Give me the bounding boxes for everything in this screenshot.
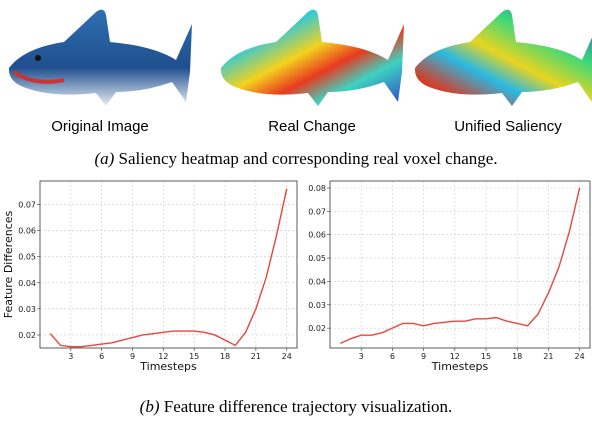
x-tick-label: 18 [512, 352, 522, 361]
x-tick-label: 15 [481, 352, 491, 361]
x-tick-label: 12 [158, 352, 168, 361]
plot-frame [39, 180, 298, 349]
image-label: Real Change [268, 118, 356, 135]
caption-text: Saliency heatmap and corresponding real … [119, 149, 498, 168]
y-tick-label: 0.07 [18, 200, 36, 209]
y-tick-label: 0.06 [18, 227, 36, 236]
image-label: Unified Saliency [454, 118, 562, 135]
x-axis-label: Timesteps [431, 360, 489, 373]
y-tick-label: 0.02 [308, 324, 326, 333]
y-tick-label: 0.07 [308, 207, 326, 216]
y-tick-label: 0.04 [18, 279, 36, 288]
x-tick-label: 18 [220, 352, 230, 361]
y-tick-label: 0.04 [308, 277, 326, 286]
x-tick-label: 15 [189, 352, 199, 361]
x-tick-label: 24 [282, 352, 292, 361]
y-tick-label: 0.08 [308, 184, 326, 193]
image-label: Original Image [51, 118, 149, 135]
x-tick-label: 21 [251, 352, 261, 361]
y-tick-label: 0.05 [308, 254, 326, 263]
plot-frame [329, 180, 591, 349]
x-tick-label: 3 [359, 352, 364, 361]
x-tick-label: 3 [68, 352, 73, 361]
data-line [340, 187, 581, 344]
caption-label: (b) [140, 397, 160, 416]
x-tick-label: 6 [390, 352, 395, 361]
caption: (b) Feature difference trajectory visual… [140, 397, 453, 416]
x-tick-label: 6 [99, 352, 104, 361]
real-change-heatmap [220, 9, 404, 107]
x-tick-label: 21 [543, 352, 553, 361]
y-axis-label: Feature Differences [2, 210, 15, 318]
x-tick-label: 9 [130, 352, 135, 361]
y-tick-label: 0.06 [308, 231, 326, 240]
x-tick-label: 9 [421, 352, 426, 361]
unified-saliency-heatmap [414, 9, 592, 107]
caption-text: Feature difference trajectory visualizat… [164, 397, 453, 416]
data-line [49, 188, 288, 348]
y-tick-label: 0.05 [18, 253, 36, 262]
x-tick-label: 12 [450, 352, 460, 361]
y-tick-label: 0.03 [308, 301, 326, 310]
y-tick-label: 0.02 [18, 331, 36, 340]
y-tick-label: 0.03 [18, 305, 36, 314]
x-axis-label: Timesteps [139, 360, 197, 373]
original-image [8, 9, 192, 107]
x-tick-label: 24 [575, 352, 585, 361]
caption: (a) Saliency heatmap and corresponding r… [94, 149, 497, 168]
caption-label: (a) [94, 149, 114, 168]
